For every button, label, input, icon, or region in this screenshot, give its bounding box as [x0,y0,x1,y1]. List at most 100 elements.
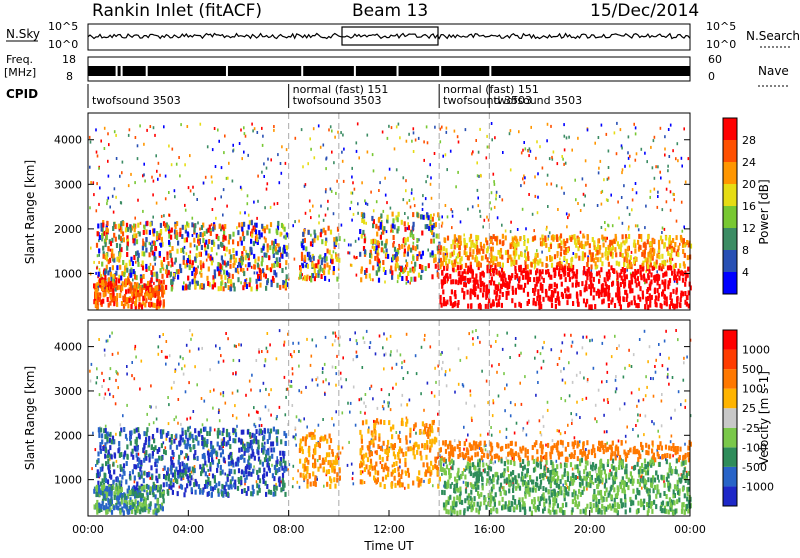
heatmap-cell [190,417,192,420]
heatmap-cell [282,473,284,478]
heatmap-cell [386,230,388,233]
heatmap-cell [100,467,102,472]
heatmap-cell [369,346,371,349]
heatmap-cell [533,277,535,282]
heatmap-cell [107,199,109,202]
heatmap-cell [386,201,388,204]
heatmap-cell [284,283,286,288]
heatmap-cell [176,163,178,166]
heatmap-cell [414,262,416,267]
heatmap-cell [262,246,264,251]
heatmap-cell [134,275,136,280]
heatmap-cell [616,261,618,266]
heatmap-cell [143,225,145,230]
heatmap-cell [515,344,517,347]
heatmap-cell [595,261,597,266]
heatmap-cell [619,252,621,257]
heatmap-cell [212,227,214,232]
colorbar-swatch [723,272,737,294]
heatmap-cell [647,273,649,278]
heatmap-cell [528,193,530,196]
heatmap-cell [149,302,151,307]
heatmap-cell [434,152,436,155]
heatmap-cell [606,363,608,366]
heatmap-cell [137,223,139,228]
heatmap-cell [210,486,212,491]
heatmap-cell [273,125,275,128]
heatmap-cell [659,171,661,174]
heatmap-cell [460,265,462,270]
heatmap-cell [161,274,163,279]
heatmap-cell [377,240,379,245]
heatmap-cell [527,275,529,280]
heatmap-cell [541,242,543,247]
cpid-segment-label: twofsound 3503 [493,94,582,107]
heatmap-cell [608,262,610,267]
heatmap-cell [378,259,380,264]
heatmap-cell [534,357,536,360]
heatmap-cell [670,440,672,443]
heatmap-cell [361,181,363,184]
heatmap-cell [658,480,660,483]
heatmap-cell [206,464,208,467]
heatmap-cell [513,260,515,265]
heatmap-cell [203,182,205,185]
heatmap-cell [616,347,618,350]
heatmap-cell [209,256,211,261]
heatmap-cell [152,266,154,271]
heatmap-cell [257,263,259,268]
cpid-label: CPID [6,87,38,101]
heatmap-cell [568,214,570,217]
heatmap-cell [523,235,525,240]
heatmap-cell [650,254,652,259]
heatmap-cell [191,487,193,492]
heatmap-cell [250,247,252,252]
heatmap-cell [457,300,459,305]
heatmap-cell [594,417,596,420]
heatmap-cell [625,440,627,443]
heatmap-cell [518,276,520,281]
heatmap-cell [597,289,599,294]
heatmap-cell [681,165,683,168]
heatmap-cell [661,424,663,427]
heatmap-cell [582,336,584,339]
heatmap-cell [565,399,567,402]
heatmap-cell [658,240,660,245]
heatmap-cell [116,257,118,262]
heatmap-cell [650,190,652,193]
heatmap-cell [351,176,353,179]
heatmap-cell [552,291,554,296]
heatmap-cell [251,123,253,126]
heatmap-cell [523,241,525,246]
heatmap-cell [237,462,239,467]
heatmap-cell [460,241,462,246]
heatmap-cell [600,160,602,163]
heatmap-cell [315,344,317,347]
heatmap-cell [510,262,512,267]
heatmap-cell [673,193,675,196]
heatmap-cell [335,410,337,413]
heatmap-cell [226,205,228,208]
heatmap-cell [568,361,570,364]
heatmap-cell [156,478,158,483]
heatmap-cell [349,207,351,210]
heatmap-cell [509,279,511,284]
heatmap-cell [272,441,274,446]
heatmap-cell [209,225,211,230]
heatmap-cell [532,301,534,306]
heatmap-cell [496,191,498,194]
heatmap-cell [295,433,297,436]
heatmap-cell [276,283,278,288]
heatmap-cell [241,261,243,266]
heatmap-cell [494,290,496,295]
heatmap-cell [643,398,645,401]
heatmap-cell [635,424,637,427]
heatmap-cell [652,238,654,243]
heatmap-cell [312,338,314,341]
heatmap-cell [606,380,608,383]
heatmap-cell [335,366,337,369]
heatmap-cell [387,401,389,404]
heatmap-cell [271,454,273,459]
heatmap-cell [488,219,490,222]
heatmap-cell [321,257,323,262]
